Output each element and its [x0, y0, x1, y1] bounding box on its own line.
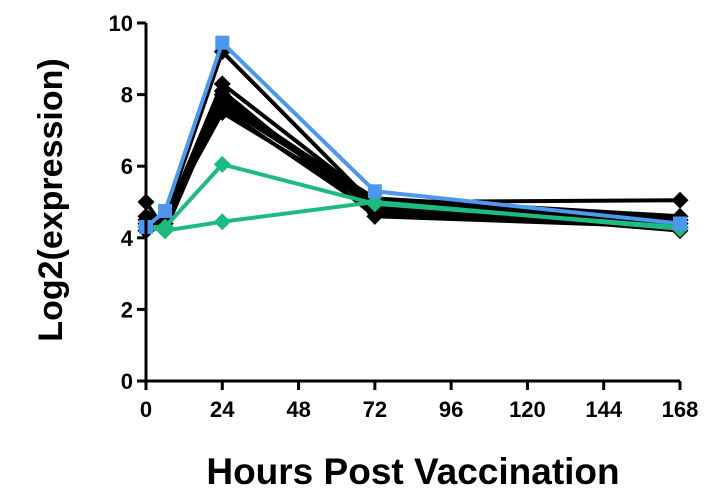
series-12	[139, 35, 687, 235]
x-tick-label: 24	[210, 397, 235, 422]
data-point	[367, 184, 382, 199]
x-tick-label: 144	[585, 397, 622, 422]
y-tick-label: 10	[109, 11, 133, 36]
x-tick-label: 96	[439, 397, 463, 422]
data-point	[158, 203, 173, 218]
data-point	[213, 213, 231, 231]
data-point	[671, 191, 689, 209]
y-tick-label: 6	[121, 154, 133, 179]
axes	[144, 23, 680, 383]
y-tick-label: 0	[121, 369, 133, 394]
data-point	[213, 155, 231, 173]
data-point	[366, 207, 384, 225]
data-point	[156, 218, 174, 236]
data-point	[673, 216, 687, 231]
x-tick-label: 72	[363, 397, 387, 422]
x-axis-title: Hours Post Vaccination	[206, 451, 619, 491]
plot-area	[137, 35, 689, 240]
data-point	[213, 82, 231, 100]
data-point	[213, 96, 231, 114]
y-tick-label: 4	[121, 226, 134, 251]
data-point	[366, 195, 384, 213]
x-tick-label: 120	[509, 397, 546, 422]
y-tick-label: 8	[121, 83, 133, 108]
x-tick-label: 168	[662, 397, 699, 422]
y-tick-label: 2	[121, 297, 133, 322]
y-axis-title: Log2(expression)	[32, 58, 70, 341]
x-tick-label: 0	[140, 397, 152, 422]
data-point	[215, 35, 230, 50]
x-tick-label: 48	[286, 397, 310, 422]
